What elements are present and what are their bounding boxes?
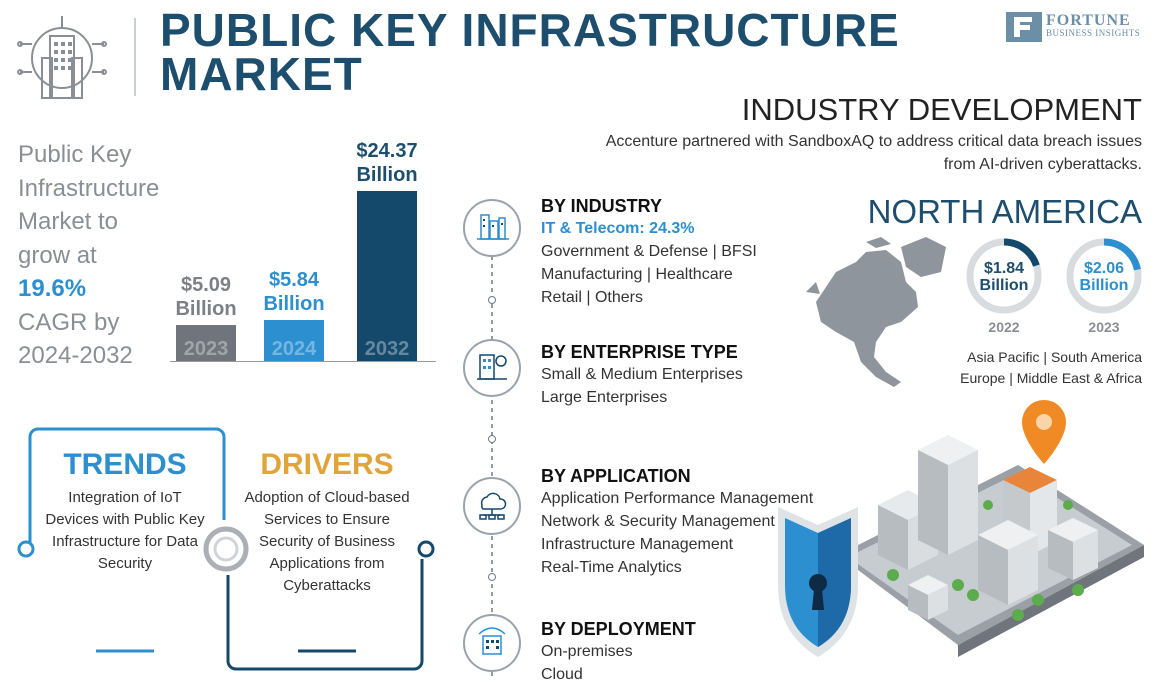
segment-icon-circle — [463, 339, 521, 397]
segment-line: Infrastructure Management — [541, 536, 734, 553]
bar-value-unit: Billion — [175, 298, 237, 320]
segment-title: BY APPLICATION — [541, 466, 691, 486]
industry-development-text: Accenture partnered with SandboxAQ to ad… — [605, 133, 1142, 173]
segment-industry: BY INDUSTRY IT & Telecom: 24.3% Governme… — [541, 196, 757, 309]
bar-value-label: $5.09 Billion — [156, 273, 256, 321]
drivers-heading: DRIVERS — [260, 448, 394, 481]
bar-value-amount: $5.84 — [268, 269, 320, 291]
city-security-illustration — [778, 400, 1144, 657]
trends-text: Integration of IoT Devices with Public K… — [45, 489, 205, 572]
donut-unit-2022: Billion — [979, 277, 1029, 294]
donut-arc-2023 — [1066, 238, 1142, 314]
segment-title: BY ENTERPRISE TYPE — [541, 342, 738, 362]
bar-2032: 2032 — [357, 191, 417, 361]
page-title: PUBLIC KEY INFRASTRUCTURE MARKET — [160, 4, 900, 100]
trends-drivers-frame — [17, 427, 435, 671]
segment-line: Application Performance Management — [541, 490, 814, 507]
north-america-donuts — [966, 238, 1142, 314]
segment-line: Retail | Others — [541, 289, 643, 306]
fortune-logo-text: FORTUNE BUSINESS INSIGHTS — [1046, 12, 1140, 38]
timeline-dot — [488, 435, 496, 443]
segment-title: BY DEPLOYMENT — [541, 619, 696, 639]
trends-heading: TRENDS — [63, 448, 187, 481]
bar-year-label: 2024 — [271, 338, 317, 360]
segment-enterprise-type: BY ENTERPRISE TYPE Small & Medium Enterp… — [541, 342, 743, 409]
donut-year-2022: 2022 — [988, 319, 1020, 335]
bar-value-label: $5.84 Billion — [244, 268, 344, 316]
deployment-building-icon — [478, 627, 506, 655]
timeline-dot — [488, 573, 496, 581]
bar-year-label: 2023 — [183, 338, 229, 360]
segment-line: Network & Security Management — [541, 513, 775, 530]
segment-highlight: IT & Telecom: 24.3% — [541, 220, 695, 237]
growth-line-1: Public Key — [18, 141, 132, 168]
bar-2024: 2024 — [264, 320, 324, 361]
logo-line-2: BUSINESS INSIGHTS — [1046, 28, 1141, 38]
title-line-1: PUBLIC KEY INFRASTRUCTURE — [160, 4, 900, 56]
growth-text: Public Key Infrastructure Market to grow… — [18, 138, 188, 373]
donut-amount-2023: $2.06 — [1083, 260, 1125, 277]
industry-development-heading: INDUSTRY DEVELOPMENT — [741, 92, 1142, 127]
city-network-icon — [477, 214, 509, 240]
segment-application: BY APPLICATION Application Performance M… — [541, 466, 813, 579]
chart-baseline — [170, 361, 436, 362]
bar-year-label: 2032 — [364, 338, 410, 360]
fortune-logo-icon — [1006, 12, 1042, 42]
title-divider — [134, 18, 136, 96]
drivers-text: Adoption of Cloud-based Services to Ensu… — [244, 489, 410, 594]
segment-line: Manufacturing | Healthcare — [541, 266, 733, 283]
bar-value-amount: $5.09 — [180, 274, 232, 296]
bar-value-unit: Billion — [356, 164, 418, 186]
building-gear-icon — [17, 16, 107, 99]
growth-line-4: grow at — [18, 241, 97, 269]
segment-line: Cloud — [541, 666, 583, 683]
bar-2023: 2023 — [176, 325, 236, 361]
north-america-heading: NORTH AMERICA — [867, 193, 1142, 230]
cagr-value: 19.6% — [18, 275, 87, 302]
bar-value-unit: Billion — [263, 293, 325, 315]
segment-line: Small & Medium Enterprises — [541, 366, 743, 383]
segment-line: Government & Defense | BFSI — [541, 243, 757, 260]
donut-year-2023: 2023 — [1088, 319, 1120, 335]
segment-title: BY INDUSTRY — [541, 196, 663, 216]
logo-line-1: FORTUNE — [1046, 12, 1131, 29]
enterprise-gear-icon — [477, 354, 507, 380]
north-america-map-icon — [806, 237, 946, 387]
regions-line-1: Asia Pacific | South America — [967, 349, 1142, 365]
bar-value-amount: $24.37 — [356, 140, 418, 162]
growth-line-6: CAGR by — [18, 308, 120, 336]
donut-amount-2022: $1.84 — [983, 260, 1025, 277]
segment-icon-circle — [463, 199, 521, 257]
segment-icon-circle — [463, 614, 521, 672]
regions-line-2: Europe | Middle East & Africa — [960, 370, 1142, 386]
bar-value-label: $24.37 Billion — [337, 139, 437, 187]
segment-line: Large Enterprises — [541, 389, 668, 406]
donut-arc-2022 — [966, 238, 1042, 314]
cloud-network-icon — [479, 492, 507, 520]
other-regions: Asia Pacific | South America Europe | Mi… — [960, 347, 1142, 389]
timeline-dot — [488, 296, 496, 304]
segment-deployment: BY DEPLOYMENT On-premises Cloud — [541, 619, 696, 686]
growth-line-3: Market to — [18, 208, 119, 235]
segment-line: Real-Time Analytics — [541, 559, 682, 576]
segment-line: On-premises — [541, 643, 633, 660]
segment-icon-circle — [463, 477, 521, 535]
growth-line-2: Infrastructure — [18, 174, 160, 202]
title-line-2: MARKET — [160, 48, 363, 100]
donut-unit-2023: Billion — [1079, 277, 1129, 294]
growth-line-7: 2024-2032 — [18, 342, 133, 369]
